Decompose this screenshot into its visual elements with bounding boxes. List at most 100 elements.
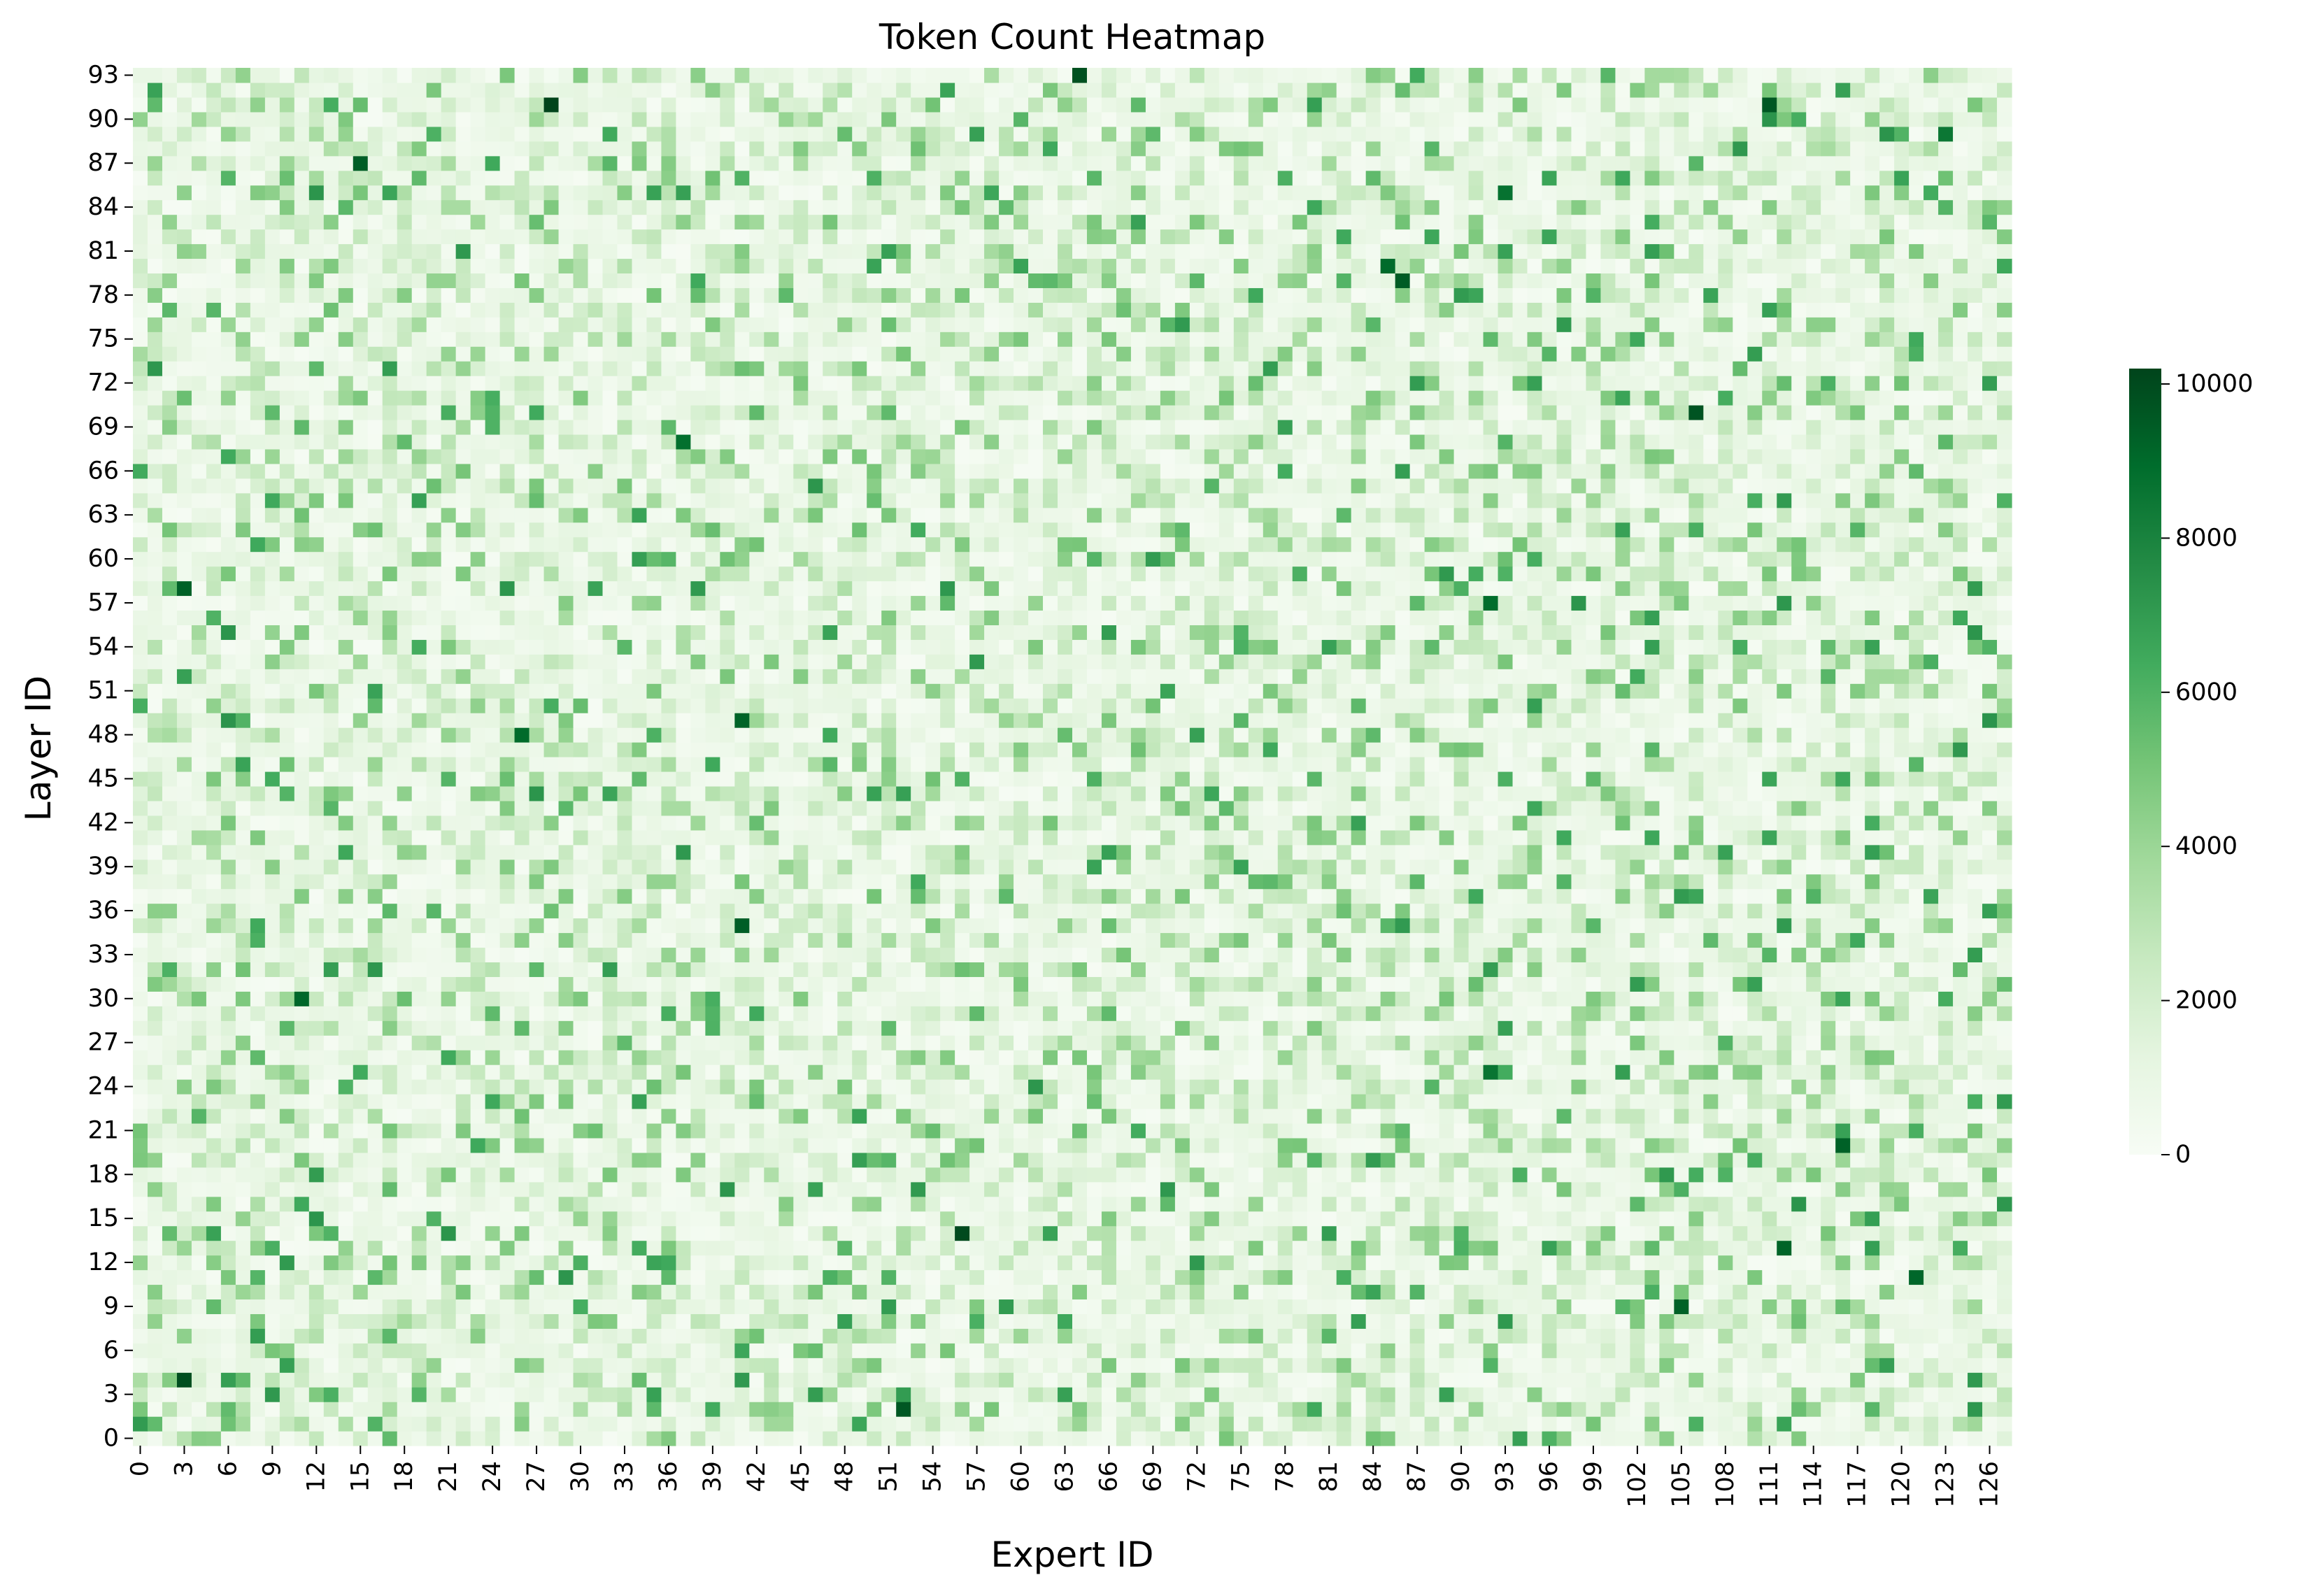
heatmap-cell xyxy=(455,1299,471,1314)
heatmap-cell xyxy=(852,1255,867,1271)
heatmap-cell xyxy=(162,1211,178,1227)
heatmap-cell xyxy=(1028,1064,1044,1080)
heatmap-cell xyxy=(1439,1020,1455,1036)
heatmap-cell xyxy=(455,1137,471,1153)
heatmap-cell xyxy=(1072,1064,1088,1080)
heatmap-cell xyxy=(1762,1402,1777,1417)
heatmap-cell xyxy=(1218,1431,1235,1446)
heatmap-cell xyxy=(1218,1152,1235,1168)
heatmap-cell xyxy=(646,1402,662,1417)
heatmap-cell xyxy=(617,1284,633,1300)
heatmap-cell xyxy=(911,1269,926,1285)
heatmap-cell xyxy=(367,1211,383,1227)
heatmap-cell xyxy=(1116,1402,1132,1417)
heatmap-cell xyxy=(1615,1372,1630,1388)
heatmap-cell xyxy=(1777,1211,1792,1227)
heatmap-cell xyxy=(1145,1152,1161,1168)
heatmap-cell xyxy=(1453,1372,1470,1388)
heatmap-cell xyxy=(896,1358,911,1373)
heatmap-cell xyxy=(1086,1079,1102,1095)
heatmap-cell xyxy=(1850,903,1865,919)
heatmap-cell xyxy=(705,1284,720,1300)
heatmap-cell xyxy=(1571,1064,1587,1080)
heatmap-cell xyxy=(411,1358,427,1373)
heatmap-cell xyxy=(1835,1402,1851,1417)
heatmap-cell xyxy=(1498,1328,1514,1344)
heatmap-cell xyxy=(1395,1402,1411,1417)
heatmap-cell xyxy=(1747,1152,1763,1168)
heatmap-cell xyxy=(367,1006,383,1021)
heatmap-cell xyxy=(1879,1211,1895,1227)
heatmap-cell xyxy=(1953,1020,1968,1036)
heatmap-cell xyxy=(867,1372,882,1388)
heatmap-cell xyxy=(543,1006,560,1021)
heatmap-cell xyxy=(881,1035,897,1050)
heatmap-cell xyxy=(1997,1431,2012,1446)
heatmap-cell xyxy=(1821,991,1836,1006)
heatmap-cell xyxy=(1498,1152,1514,1168)
heatmap-cell xyxy=(1674,962,1689,977)
heatmap-cell xyxy=(1453,1284,1470,1300)
heatmap-cell xyxy=(133,1079,148,1095)
heatmap-cell xyxy=(1248,903,1264,919)
heatmap-cell xyxy=(220,1269,236,1285)
heatmap-cell xyxy=(969,1284,985,1300)
heatmap-cell xyxy=(470,962,486,977)
heatmap-cell xyxy=(1953,1372,1968,1388)
heatmap-cell xyxy=(1600,1313,1616,1329)
heatmap-cell xyxy=(1248,1358,1264,1373)
heatmap-cell xyxy=(1938,1328,1954,1344)
heatmap-cell xyxy=(940,903,955,919)
heatmap-cell xyxy=(1218,1255,1235,1271)
heatmap-cell xyxy=(397,1211,413,1227)
heatmap-cell xyxy=(558,1240,574,1256)
heatmap-cell xyxy=(1953,1240,1968,1256)
heatmap-cell xyxy=(1688,1079,1704,1095)
heatmap-cell xyxy=(264,1269,280,1285)
heatmap-cell xyxy=(1806,1094,1821,1109)
heatmap-cell xyxy=(1953,1181,1968,1197)
heatmap-cell xyxy=(1292,1431,1308,1446)
heatmap-cell xyxy=(191,1358,207,1373)
heatmap-cell xyxy=(176,1313,192,1329)
heatmap-cell xyxy=(1674,1196,1689,1212)
heatmap-cell xyxy=(1762,1196,1777,1212)
heatmap-cell xyxy=(690,1181,706,1197)
heatmap-cell xyxy=(1556,1094,1572,1109)
heatmap-cell xyxy=(1542,1006,1558,1021)
heatmap-cell xyxy=(1058,1343,1073,1358)
heatmap-cell xyxy=(279,1094,295,1109)
heatmap-cell xyxy=(1086,874,1102,890)
heatmap-cell xyxy=(1850,1152,1865,1168)
heatmap-cell xyxy=(955,1108,970,1124)
heatmap-cell xyxy=(1659,1284,1674,1300)
heatmap-cell xyxy=(1938,888,1954,904)
heatmap-cell xyxy=(1072,1006,1088,1021)
heatmap-cell xyxy=(426,1269,442,1285)
heatmap-cell xyxy=(1439,1094,1455,1109)
heatmap-cell xyxy=(1277,918,1293,934)
heatmap-cell xyxy=(602,962,618,977)
heatmap-cell xyxy=(1498,1402,1514,1417)
heatmap-cell xyxy=(176,859,192,875)
heatmap-cell xyxy=(308,1152,325,1168)
heatmap-cell xyxy=(323,1225,339,1241)
heatmap-cell xyxy=(661,1343,677,1358)
heatmap-cell xyxy=(1923,1050,1939,1065)
heatmap-cell xyxy=(426,1402,442,1417)
heatmap-cell xyxy=(1674,1108,1689,1124)
heatmap-cell xyxy=(969,1050,985,1065)
heatmap-cell xyxy=(969,1313,985,1329)
heatmap-cell xyxy=(1365,932,1381,948)
heatmap-cell xyxy=(1321,1299,1337,1314)
heatmap-cell xyxy=(573,903,589,919)
heatmap-cell xyxy=(676,1372,691,1388)
heatmap-cell xyxy=(455,1240,471,1256)
heatmap-cell xyxy=(1953,1006,1968,1021)
heatmap-cell xyxy=(925,1358,941,1373)
heatmap-cell xyxy=(1292,1152,1308,1168)
heatmap-cell xyxy=(881,1431,897,1446)
heatmap-cell xyxy=(1336,1167,1352,1183)
heatmap-cell xyxy=(1072,918,1088,934)
heatmap-cell xyxy=(1659,1079,1674,1095)
